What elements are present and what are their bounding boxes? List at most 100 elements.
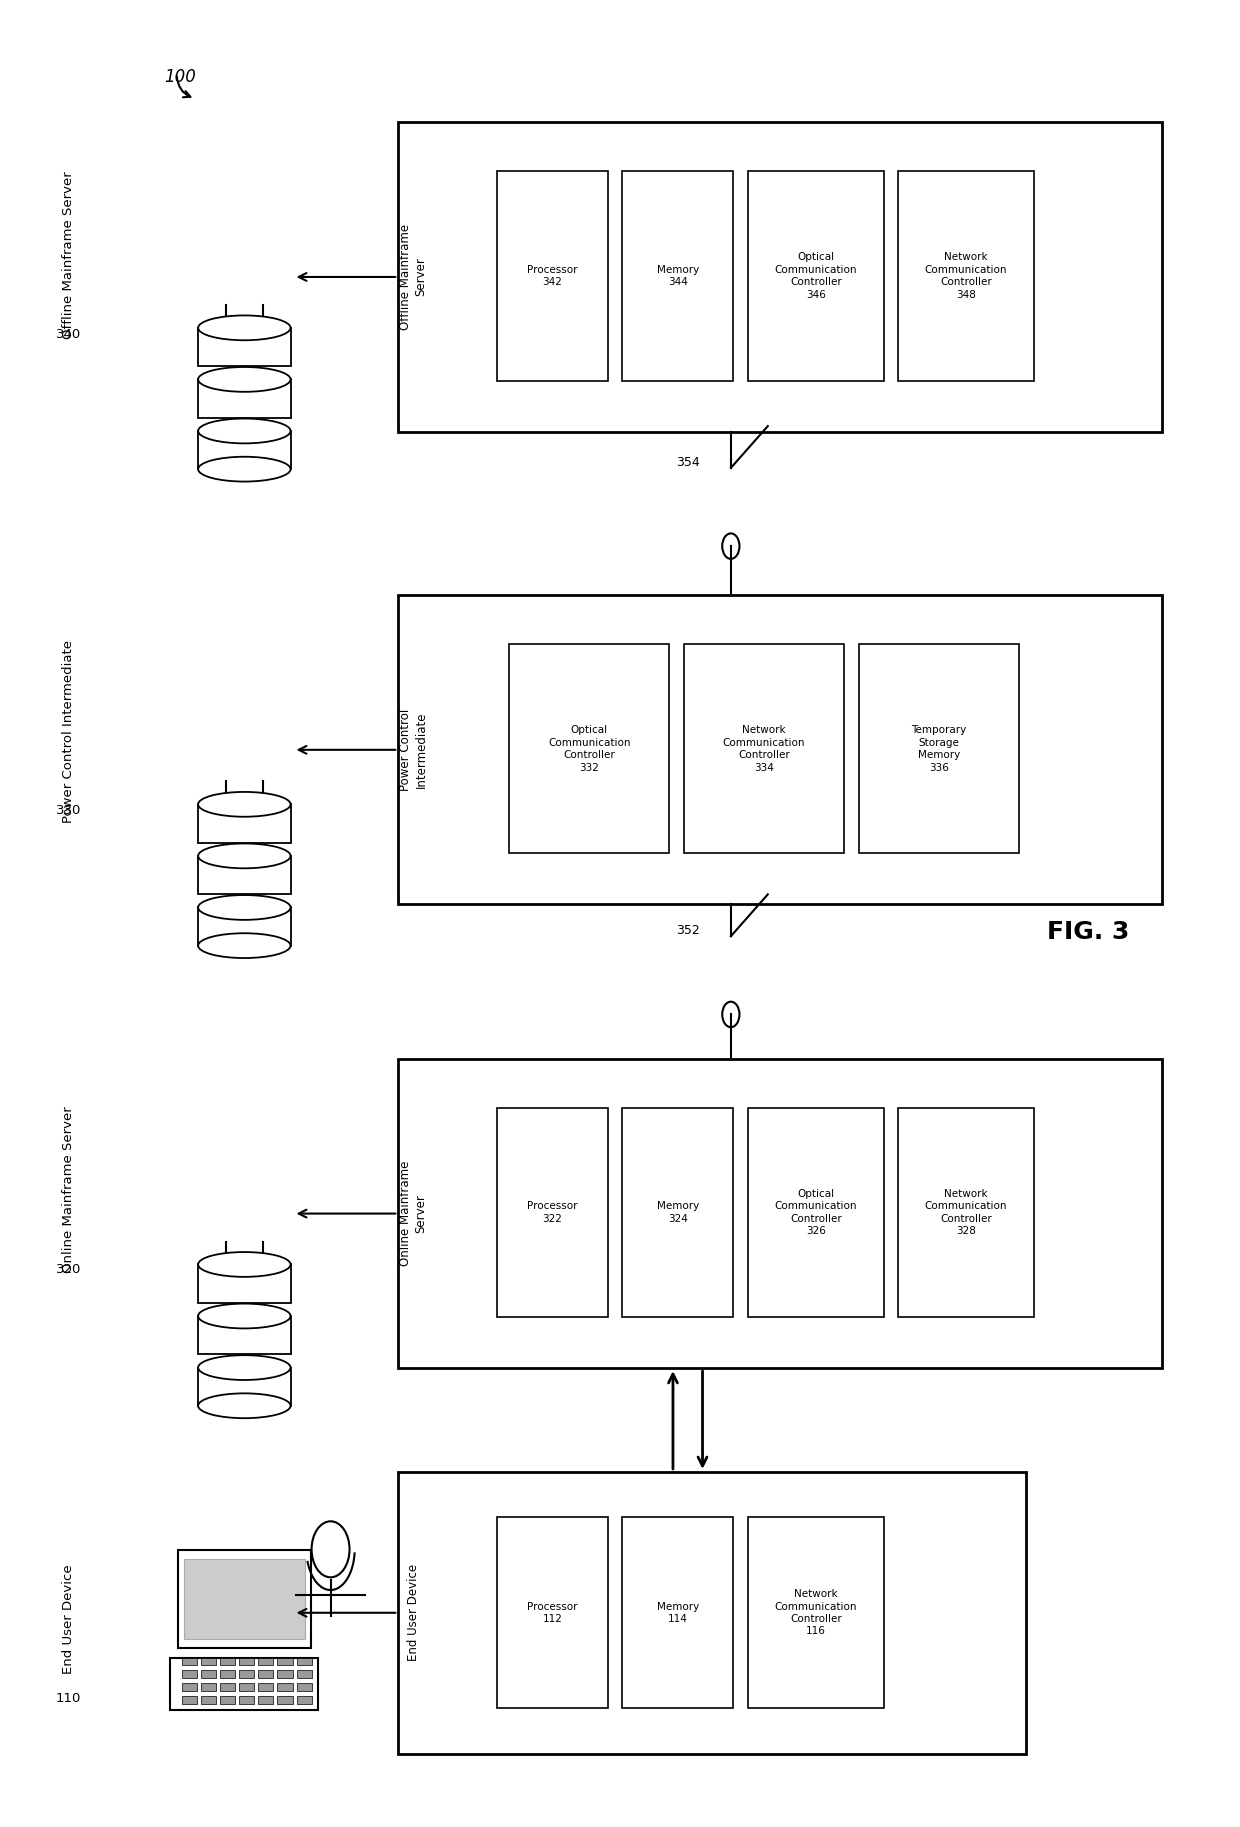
Text: Memory
344: Memory 344 [657,265,699,287]
Text: FIG. 3: FIG. 3 [1047,919,1130,945]
Bar [201,1657,216,1666]
FancyBboxPatch shape [748,1516,884,1708]
Bar [219,1657,236,1666]
Text: Optical
Communication
Controller
332: Optical Communication Controller 332 [548,725,630,773]
Bar [239,1670,254,1679]
Bar [258,1657,274,1666]
Bar [278,1657,293,1666]
FancyBboxPatch shape [497,172,608,380]
Text: 100: 100 [164,68,196,86]
Text: Online Mainframe
Server: Online Mainframe Server [398,1160,428,1266]
Text: Network
Communication
Controller
328: Network Communication Controller 328 [925,1189,1007,1237]
Text: 320: 320 [56,1262,81,1275]
Text: Offline Mainframe
Server: Offline Mainframe Server [398,225,428,331]
Ellipse shape [198,418,290,444]
Text: 354: 354 [676,457,701,470]
FancyBboxPatch shape [497,1109,608,1317]
Text: Processor
112: Processor 112 [527,1602,578,1624]
FancyBboxPatch shape [398,596,1162,904]
Bar [278,1695,293,1705]
Text: Power Control Intermediate: Power Control Intermediate [62,639,74,824]
FancyBboxPatch shape [898,172,1034,380]
Bar [278,1670,293,1679]
Bar [296,1657,311,1666]
Text: Memory
324: Memory 324 [657,1202,699,1224]
FancyBboxPatch shape [748,1109,884,1317]
Ellipse shape [198,791,290,817]
FancyBboxPatch shape [398,1060,1162,1368]
Bar [181,1670,197,1679]
Ellipse shape [198,1394,290,1418]
Bar [198,804,290,842]
Bar [239,1683,254,1692]
Text: Power Control
Intermediate: Power Control Intermediate [398,709,428,791]
Ellipse shape [198,895,290,919]
FancyBboxPatch shape [622,1109,733,1317]
FancyBboxPatch shape [497,1516,608,1708]
FancyBboxPatch shape [748,172,884,380]
Bar [296,1683,311,1692]
Bar [198,855,290,893]
Text: 340: 340 [56,327,81,342]
Bar [201,1670,216,1679]
FancyBboxPatch shape [622,172,733,380]
Ellipse shape [198,1304,290,1328]
Bar [198,380,290,418]
Bar [219,1670,236,1679]
Bar [181,1657,197,1666]
Ellipse shape [198,844,290,868]
Bar [170,1657,319,1710]
Text: 110: 110 [56,1692,81,1705]
Bar [184,1558,305,1639]
Bar [219,1683,236,1692]
Bar [181,1695,197,1705]
Text: End User Device: End User Device [62,1564,74,1674]
Text: Network
Communication
Controller
116: Network Communication Controller 116 [775,1589,857,1637]
FancyBboxPatch shape [398,122,1162,431]
Bar [201,1695,216,1705]
Text: Temporary
Storage
Memory
336: Temporary Storage Memory 336 [911,725,967,773]
FancyBboxPatch shape [859,645,1019,853]
FancyBboxPatch shape [398,1473,1027,1754]
Ellipse shape [198,316,290,340]
Bar [198,327,290,365]
Bar [198,908,290,946]
Bar [201,1683,216,1692]
Text: Processor
342: Processor 342 [527,265,578,287]
Bar [198,1264,290,1303]
Bar [258,1670,274,1679]
Bar [198,1315,290,1354]
Ellipse shape [198,367,290,391]
Ellipse shape [198,1356,290,1379]
Text: Network
Communication
Controller
334: Network Communication Controller 334 [723,725,805,773]
Text: Optical
Communication
Controller
346: Optical Communication Controller 346 [775,252,857,300]
Text: Optical
Communication
Controller
326: Optical Communication Controller 326 [775,1189,857,1237]
Bar [296,1695,311,1705]
Text: Network
Communication
Controller
348: Network Communication Controller 348 [925,252,1007,300]
Bar [258,1683,274,1692]
Ellipse shape [198,1251,290,1277]
FancyBboxPatch shape [622,1516,733,1708]
Bar [181,1683,197,1692]
Text: Processor
322: Processor 322 [527,1202,578,1224]
Bar [239,1695,254,1705]
Text: Offline Mainframe Server: Offline Mainframe Server [62,172,74,340]
FancyBboxPatch shape [510,645,670,853]
Bar [219,1695,236,1705]
Ellipse shape [198,934,290,957]
Bar [296,1670,311,1679]
Bar [258,1695,274,1705]
Bar [278,1683,293,1692]
Text: 352: 352 [676,924,701,937]
FancyBboxPatch shape [898,1109,1034,1317]
FancyBboxPatch shape [684,645,844,853]
Text: End User Device: End User Device [407,1564,419,1661]
Text: Memory
114: Memory 114 [657,1602,699,1624]
Bar [198,1368,290,1405]
Bar [239,1657,254,1666]
Text: Online Mainframe Server: Online Mainframe Server [62,1107,74,1273]
Bar [177,1549,311,1648]
Ellipse shape [198,457,290,482]
Bar [198,431,290,470]
Text: 330: 330 [56,804,81,817]
